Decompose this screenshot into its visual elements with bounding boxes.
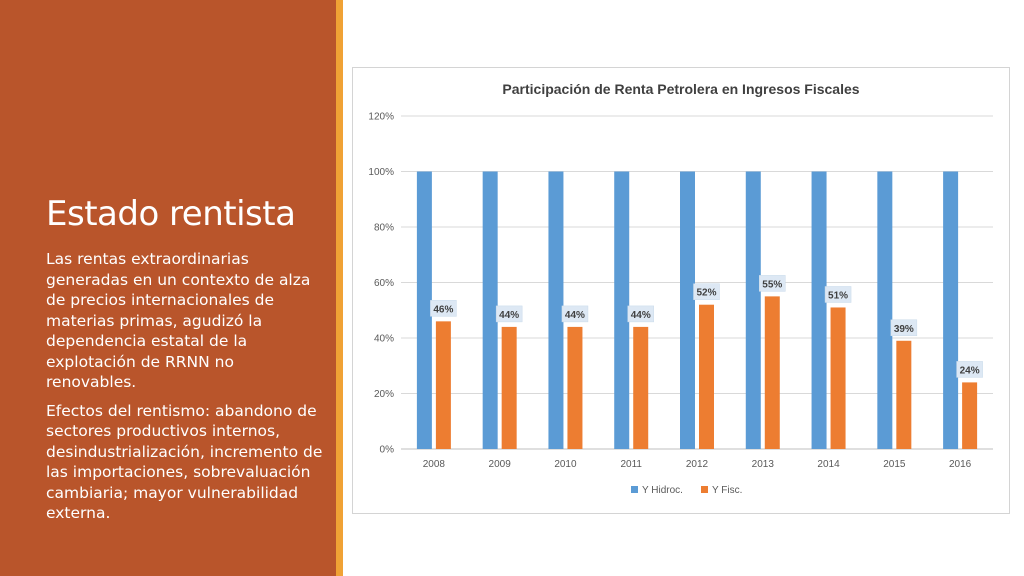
bar-fisc <box>633 326 649 449</box>
bar-hidroc <box>943 171 959 449</box>
x-tick-label: 2009 <box>489 459 512 470</box>
data-label: 44% <box>565 310 585 321</box>
bar-hidroc <box>548 171 564 449</box>
legend-swatch <box>701 486 708 493</box>
bar-fisc <box>962 382 978 449</box>
x-tick-label: 2008 <box>423 459 446 470</box>
x-tick-label: 2013 <box>752 459 775 470</box>
data-label: 44% <box>499 310 519 321</box>
accent-stripe <box>336 0 343 576</box>
data-label: 44% <box>631 310 651 321</box>
data-label-box <box>759 275 786 292</box>
bar-hidroc <box>877 171 893 449</box>
x-tick-label: 2015 <box>883 459 906 470</box>
x-tick-label: 2016 <box>949 459 972 470</box>
bar-fisc <box>896 340 912 449</box>
data-label-box <box>627 305 654 323</box>
y-tick-label: 60% <box>374 278 394 289</box>
data-label: 55% <box>762 279 782 290</box>
bar-fisc <box>501 326 517 449</box>
slide-body: Las rentas extraordinarias generadas en … <box>46 249 326 532</box>
x-tick-label: 2014 <box>817 459 840 470</box>
bar-chart: Participación de Renta Petrolera en Ingr… <box>368 81 993 496</box>
bar-hidroc <box>416 171 432 449</box>
title-panel <box>0 0 336 576</box>
data-label: 51% <box>828 290 848 301</box>
x-tick-label: 2012 <box>686 459 709 470</box>
bar-fisc <box>435 321 451 449</box>
data-label-box <box>693 283 720 300</box>
body-paragraph-2: Efectos del rentismo: abandono de sector… <box>46 401 323 523</box>
data-label-box <box>824 286 852 303</box>
bar-hidroc <box>811 171 827 449</box>
slide-title: Estado rentista <box>46 194 296 234</box>
data-label-box <box>430 300 457 317</box>
y-tick-label: 40% <box>374 334 394 345</box>
legend-entry: Y Hidroc. <box>642 485 683 496</box>
bar-fisc <box>699 304 714 449</box>
data-label: 39% <box>894 324 914 335</box>
chart-title: Participación de Renta Petrolera en Ingr… <box>502 81 859 97</box>
data-label-box <box>956 361 983 378</box>
bar-hidroc <box>745 171 761 449</box>
y-tick-label: 80% <box>374 223 394 234</box>
x-tick-label: 2010 <box>554 459 577 470</box>
bar-fisc <box>567 326 583 449</box>
x-tick-label: 2011 <box>620 459 642 470</box>
data-label: 46% <box>433 304 453 315</box>
chart-frame: Participación de Renta Petrolera en Ingr… <box>352 67 1010 514</box>
data-label-box <box>561 305 589 323</box>
y-tick-label: 20% <box>374 389 394 400</box>
legend-swatch <box>631 486 638 493</box>
y-tick-label: 100% <box>368 167 394 178</box>
data-label-box <box>495 305 523 323</box>
y-tick-label: 120% <box>368 112 394 123</box>
y-tick-label: 0% <box>380 445 395 456</box>
data-label: 24% <box>960 365 980 376</box>
bar-fisc <box>764 296 780 449</box>
legend-entry: Y Fisc. <box>712 485 742 496</box>
body-paragraph-1: Las rentas extraordinarias generadas en … <box>46 250 311 391</box>
bar-hidroc <box>614 171 630 449</box>
bar-hidroc <box>482 171 498 449</box>
data-label-box <box>890 319 918 337</box>
data-label: 52% <box>696 288 716 299</box>
bar-fisc <box>830 307 846 449</box>
bar-hidroc <box>680 171 695 449</box>
